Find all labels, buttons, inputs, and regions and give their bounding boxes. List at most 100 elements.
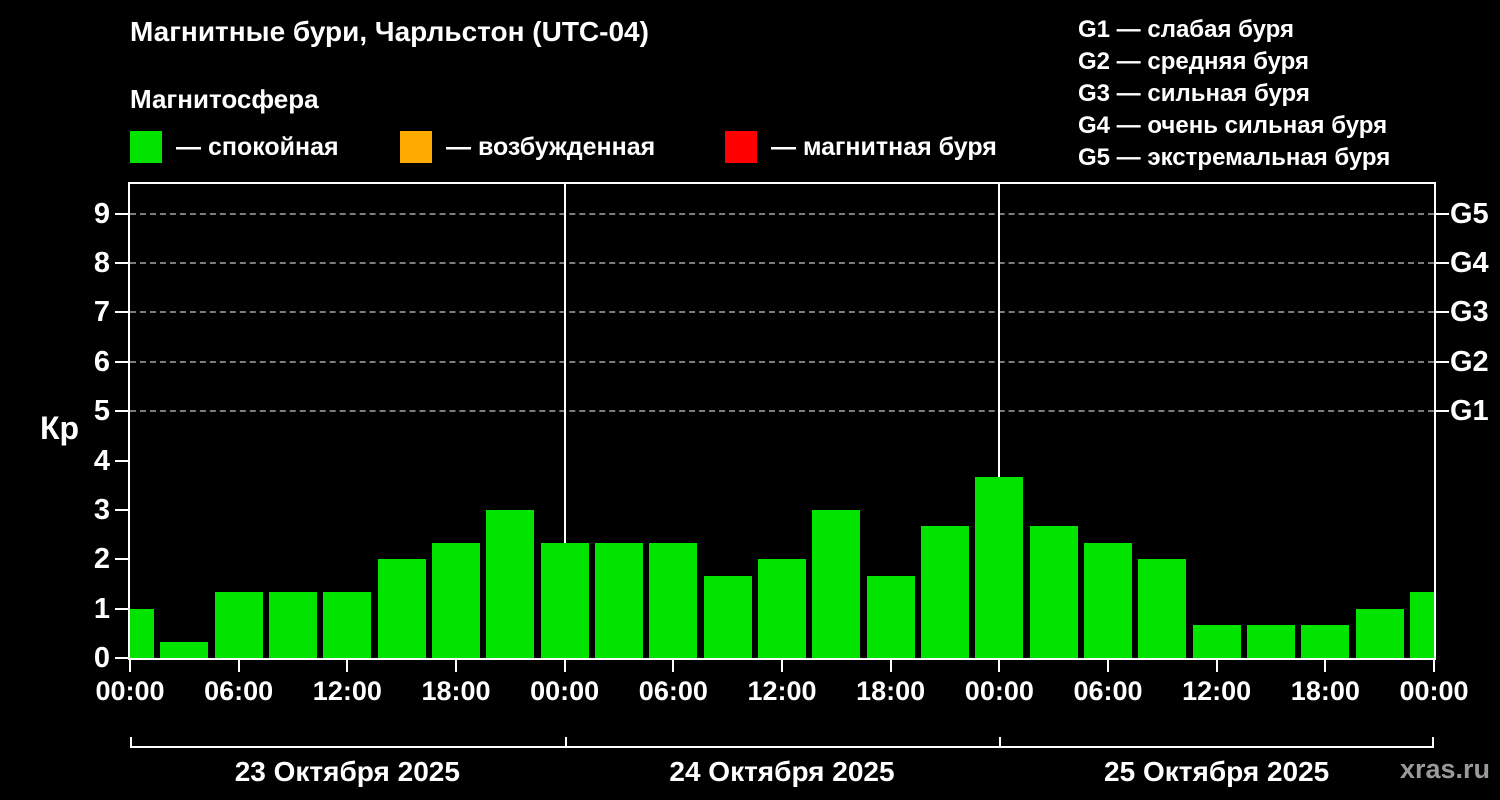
x-tick-label: 00:00 — [964, 676, 1034, 706]
y-tick — [115, 607, 128, 610]
x-tick-label: 18:00 — [421, 676, 491, 706]
g-axis-label: G1 — [1450, 395, 1489, 428]
x-tick — [1433, 660, 1435, 672]
x-tick — [998, 660, 1001, 672]
kp-bar — [1355, 608, 1404, 658]
y-tick-label: 5 — [93, 395, 110, 428]
y-tick-label: 1 — [93, 592, 110, 625]
y-tick — [115, 558, 128, 561]
kp-bar — [1192, 624, 1241, 658]
storm-scale-item-g1: G1 — слабая буря — [1078, 16, 1295, 43]
kp-bar — [703, 575, 752, 658]
y-tick — [115, 262, 128, 264]
date-label: 24 Октября 2025 — [669, 756, 895, 787]
x-tick-label: 12:00 — [747, 676, 817, 706]
gridline-g3 — [130, 311, 1434, 314]
kp-bar — [866, 575, 915, 658]
storm-scale-item-g4: G4 — очень сильная буря — [1078, 112, 1388, 139]
gridline-g4 — [130, 262, 1434, 264]
kp-bar — [921, 526, 969, 658]
x-tick-label: 06:00 — [638, 676, 708, 706]
date-tick — [1432, 737, 1434, 748]
kp-bar — [649, 542, 698, 658]
g-tick — [1436, 410, 1449, 413]
chart-region: 0 1 2 3 4 5 6 7 8 9 G1 G2 G3 G4 G5 00:00 06:00 12:00 18:00… — [94, 182, 1489, 706]
x-tick — [455, 660, 457, 672]
g-axis-label: G5 — [1450, 197, 1489, 230]
x-tick — [781, 660, 783, 672]
chart-title: Магнитные бури, Чарльстон (UTC-04) — [130, 16, 649, 47]
x-tick-label: 18:00 — [856, 676, 926, 706]
kp-bar — [758, 559, 806, 658]
x-tick — [1324, 660, 1327, 672]
y-tick — [115, 508, 128, 511]
gridline-g5 — [130, 212, 1434, 215]
y-tick — [115, 459, 128, 462]
x-tick-label: 18:00 — [1290, 676, 1360, 706]
excited-color-swatch — [400, 131, 432, 163]
storm-scale-item-g5: G5 — экстремальная буря — [1078, 144, 1391, 171]
y-tick-label: 6 — [93, 345, 110, 378]
day-separator — [998, 184, 1001, 658]
g-tick — [1436, 212, 1449, 215]
kp-bar — [812, 509, 861, 658]
x-tick-label: 06:00 — [1073, 676, 1143, 706]
quiet-color-swatch — [130, 131, 162, 163]
g-tick — [1436, 360, 1449, 363]
y-tick — [115, 311, 128, 314]
x-tick — [672, 660, 675, 672]
y-tick-label: 9 — [93, 197, 110, 230]
gridline-g2 — [130, 360, 1434, 363]
y-tick — [115, 212, 128, 215]
x-tick — [237, 660, 240, 672]
y-axis-title: Кр — [40, 410, 80, 446]
x-tick — [129, 660, 131, 672]
x-tick — [1107, 660, 1109, 672]
kp-bar — [486, 509, 535, 658]
legend-label-storm: — магнитная буря — [771, 132, 997, 161]
kp-bar — [130, 608, 154, 658]
storm-color-swatch — [725, 131, 757, 163]
date-tick — [130, 737, 132, 748]
x-tick-label: 00:00 — [95, 676, 165, 706]
kp-bar — [214, 592, 263, 658]
g-axis-label: G4 — [1450, 247, 1489, 279]
date-label: 25 Октября 2025 — [1104, 756, 1330, 787]
chart-subtitle: Магнитосфера — [130, 84, 319, 114]
g-axis-label: G2 — [1450, 345, 1489, 378]
y-tick — [115, 410, 128, 413]
kp-bar — [1029, 526, 1078, 658]
x-tick-label: 12:00 — [1182, 676, 1252, 706]
g-tick — [1436, 311, 1449, 314]
date-axis-line — [130, 746, 1434, 748]
kp-bar — [377, 559, 426, 658]
kp-bar — [1410, 592, 1434, 658]
x-tick-label: 00:00 — [1399, 676, 1469, 706]
watermark: xras.ru — [1399, 754, 1490, 784]
g-tick — [1436, 262, 1449, 264]
plot-area — [130, 184, 1434, 658]
kp-bar — [1301, 624, 1350, 658]
x-tick-label: 06:00 — [204, 676, 274, 706]
legend-label-excited: — возбужденная — [446, 132, 656, 161]
x-tick-label: 12:00 — [312, 676, 382, 706]
kp-bar — [269, 592, 317, 658]
storm-scale-item-g2: G2 — средняя буря — [1078, 48, 1309, 75]
kp-bar — [595, 542, 643, 658]
kp-bar — [323, 592, 372, 658]
y-tick-label: 3 — [93, 493, 110, 526]
y-tick-label: 8 — [93, 247, 110, 279]
y-tick-label: 4 — [93, 444, 110, 477]
kp-bar — [432, 542, 480, 658]
kp-bar — [160, 641, 209, 658]
date-label: 23 Октября 2025 — [234, 756, 460, 787]
date-tick — [564, 737, 567, 748]
day-separator — [563, 184, 566, 658]
g-axis-label: G3 — [1450, 296, 1489, 329]
kp-bar — [1247, 624, 1295, 658]
y-tick-label: 7 — [93, 296, 110, 329]
legend-item-excited: — возбужденная — [400, 131, 655, 163]
kp-bar — [1138, 559, 1187, 658]
kp-bar — [540, 542, 589, 658]
